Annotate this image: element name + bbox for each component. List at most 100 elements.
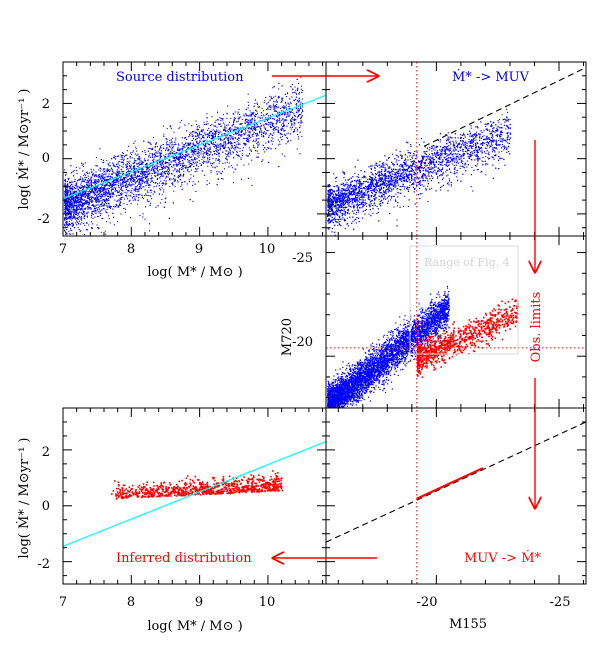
source-point: [160, 164, 162, 166]
source-point: [191, 139, 193, 142]
source-point: [215, 159, 217, 161]
source-point: [196, 135, 198, 137]
source-point: [208, 144, 210, 146]
source-point: [76, 170, 78, 172]
source-point: [96, 180, 98, 182]
source-point: [81, 180, 83, 183]
source-point: [93, 173, 95, 175]
source-point: [159, 187, 161, 190]
source-point: [167, 153, 169, 155]
source-point: [72, 202, 74, 204]
source-point: [126, 203, 128, 205]
source-point: [101, 205, 104, 207]
source-point: [149, 202, 152, 204]
source-point: [293, 119, 296, 121]
source-point: [147, 173, 149, 175]
source-point: [88, 186, 90, 188]
source-point: [138, 170, 140, 173]
source-point: [209, 146, 211, 148]
source-point: [207, 149, 209, 151]
source-point: [297, 110, 300, 112]
source-point: [200, 134, 202, 136]
source-point: [282, 113, 284, 115]
source-point: [179, 171, 181, 173]
source-point: [98, 169, 100, 171]
source-point: [81, 198, 83, 200]
source-point: [243, 137, 245, 140]
source-point: [215, 149, 217, 151]
source-point: [80, 216, 82, 218]
source-point: [91, 216, 93, 218]
source-point: [66, 233, 68, 235]
source-point: [183, 146, 185, 148]
source-point: [108, 190, 110, 192]
source-point: [103, 178, 105, 180]
source-point: [137, 191, 139, 193]
source-point: [153, 168, 155, 170]
source-point: [133, 194, 135, 196]
source-point: [300, 88, 302, 90]
source-point: [95, 200, 97, 202]
source-point: [291, 83, 293, 85]
source-point: [203, 160, 205, 162]
source-point: [205, 152, 208, 154]
source-point: [98, 227, 100, 229]
source-point: [70, 185, 72, 187]
source-point: [70, 181, 72, 183]
source-point: [151, 169, 153, 171]
source-point: [119, 179, 121, 182]
source-point: [136, 169, 138, 171]
source-point: [191, 146, 193, 148]
source-point: [160, 150, 162, 152]
source-point: [84, 179, 86, 181]
source-point: [232, 151, 234, 153]
source-point: [103, 171, 105, 173]
source-point: [237, 113, 239, 115]
source-point: [67, 204, 69, 206]
source-point: [161, 184, 164, 186]
source-point: [102, 195, 104, 197]
source-point: [75, 204, 77, 206]
source-point: [146, 180, 148, 182]
source-point: [272, 138, 274, 140]
source-point: [81, 213, 84, 215]
source-point: [221, 133, 223, 135]
source-point: [263, 131, 266, 133]
source-point: [168, 169, 170, 171]
source-point: [271, 98, 273, 100]
source-point: [150, 156, 152, 158]
source-point: [173, 145, 175, 147]
source-point: [202, 144, 204, 146]
source-point: [176, 169, 178, 171]
source-point: [207, 157, 209, 159]
source-point: [138, 178, 141, 180]
source-point: [230, 130, 232, 132]
source-point: [95, 196, 97, 198]
source-point: [235, 132, 237, 134]
source-point: [65, 184, 67, 187]
source-point: [177, 180, 179, 182]
source-point: [83, 193, 85, 195]
source-point: [87, 193, 89, 195]
source-point: [122, 185, 124, 187]
source-point: [100, 231, 102, 233]
source-point: [192, 143, 195, 145]
source-point: [76, 210, 78, 212]
source-point: [131, 157, 133, 159]
source-point: [85, 212, 88, 214]
source-point: [255, 138, 257, 140]
source-point: [203, 174, 206, 176]
source-point: [114, 179, 116, 181]
source-point: [85, 181, 87, 183]
source-point: [227, 131, 229, 133]
source-point: [159, 157, 161, 159]
source-point: [85, 177, 87, 179]
source-point: [156, 175, 158, 177]
source-point: [179, 164, 182, 167]
source-point: [129, 170, 131, 172]
source-point: [163, 183, 165, 185]
source-point: [300, 121, 302, 123]
source-point: [78, 204, 80, 206]
source-point: [253, 105, 255, 107]
source-point: [154, 174, 156, 177]
